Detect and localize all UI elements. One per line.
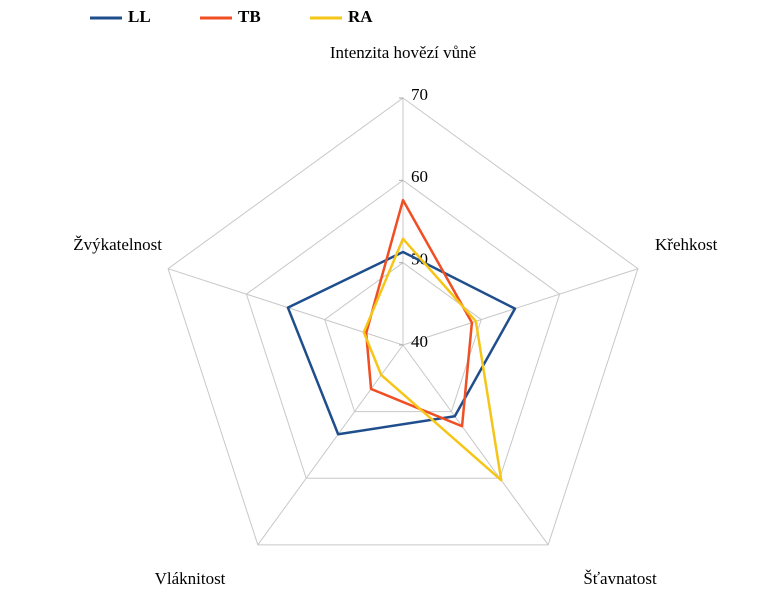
axis-spoke — [257, 344, 404, 546]
series-line — [362, 237, 503, 482]
axis-spoke — [402, 344, 549, 546]
axis-spoke — [167, 268, 404, 346]
series-line — [286, 250, 517, 436]
tick-label: 40 — [411, 332, 428, 351]
category-label: Křehkost — [655, 235, 718, 254]
legend-label: TB — [238, 7, 261, 26]
tick-label: 70 — [411, 85, 428, 104]
series-line — [364, 198, 474, 428]
category-label: Žvýkatelnost — [73, 235, 162, 254]
category-label: Intenzita hovězí vůně — [330, 43, 476, 62]
legend-label: LL — [128, 7, 151, 26]
category-label: Šťavnatost — [583, 569, 657, 588]
category-label: Vláknitost — [155, 569, 226, 588]
grid-ring — [245, 179, 561, 479]
grid-ring — [324, 262, 482, 413]
tick-label: 60 — [411, 167, 428, 186]
legend-label: RA — [348, 7, 373, 26]
axis-spoke — [402, 268, 639, 346]
grid-ring — [167, 97, 639, 546]
